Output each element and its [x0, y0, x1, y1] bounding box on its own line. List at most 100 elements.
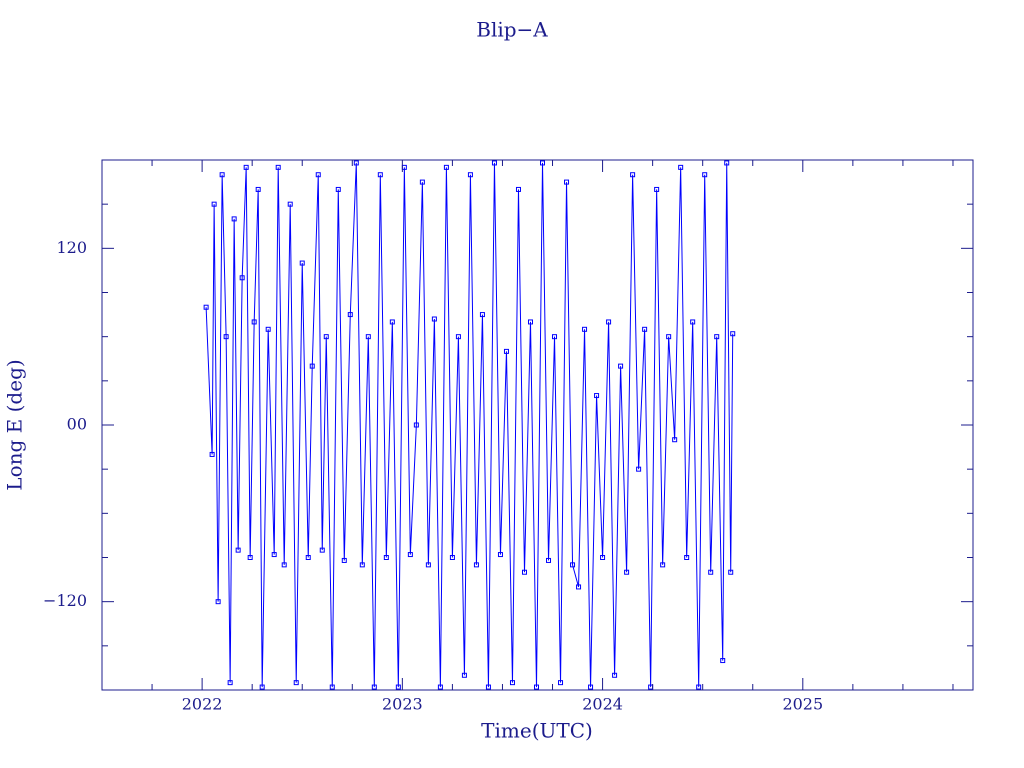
data-point	[315, 172, 321, 178]
data-point	[353, 160, 359, 166]
data-point	[491, 160, 497, 166]
data-point	[455, 334, 461, 340]
data-point	[389, 319, 395, 325]
data-point	[730, 331, 736, 337]
data-point	[485, 684, 491, 690]
data-point	[293, 680, 299, 686]
data-point	[660, 562, 666, 568]
data-point	[419, 179, 425, 185]
data-point	[395, 684, 401, 690]
data-point	[696, 684, 702, 690]
data-point	[437, 684, 443, 690]
data-point	[443, 164, 449, 170]
data-point	[329, 684, 335, 690]
x-tick-label: 2023	[382, 695, 423, 714]
data-point	[223, 334, 229, 340]
data-point	[552, 334, 558, 340]
data-point	[678, 164, 684, 170]
data-point	[570, 562, 576, 568]
data-point	[654, 186, 660, 192]
data-point	[612, 672, 618, 678]
data-point	[708, 569, 714, 575]
data-point	[588, 684, 594, 690]
data-point	[684, 555, 690, 560]
data-point	[371, 684, 377, 690]
data-point	[576, 584, 582, 590]
data-point	[503, 348, 509, 354]
data-point	[227, 680, 233, 686]
data-line	[205, 162, 734, 688]
data-point	[515, 186, 521, 192]
data-point	[527, 319, 533, 325]
data-point	[479, 312, 485, 318]
data-point	[594, 393, 600, 399]
data-point	[702, 172, 708, 178]
data-point	[672, 437, 678, 443]
data-point	[231, 216, 237, 222]
data-point	[666, 334, 672, 340]
data-point	[341, 557, 347, 563]
data-point	[235, 547, 241, 553]
x-tick-label: 2025	[782, 695, 823, 714]
data-point	[247, 555, 253, 560]
data-point	[473, 562, 479, 568]
data-point	[251, 319, 257, 325]
data-point	[243, 164, 249, 170]
data-point	[533, 684, 539, 690]
data-point	[558, 680, 564, 686]
data-point	[413, 422, 419, 428]
data-point	[724, 160, 730, 166]
data-point	[690, 319, 696, 325]
data-point	[365, 334, 371, 340]
data-point	[497, 552, 503, 558]
data-point	[359, 562, 365, 568]
data-point	[582, 326, 588, 332]
data-point	[425, 562, 431, 568]
data-point	[305, 555, 311, 560]
data-point	[281, 562, 287, 568]
data-point	[720, 658, 726, 664]
y-tick-label: −120	[43, 591, 87, 610]
data-point	[540, 160, 546, 166]
data-point	[377, 172, 383, 178]
y-axis-label: Long E (deg)	[3, 359, 27, 490]
data-point	[275, 164, 281, 170]
data-point	[600, 555, 606, 560]
chart-title: Blip−A	[476, 18, 548, 42]
data-point	[209, 451, 215, 457]
data-point	[521, 569, 527, 575]
data-point	[299, 260, 305, 266]
data-point	[203, 304, 209, 310]
data-point	[347, 312, 353, 318]
data-point	[564, 179, 570, 185]
data-point	[287, 201, 293, 207]
data-point	[449, 555, 455, 560]
data-point	[215, 599, 221, 605]
data-point	[323, 334, 329, 340]
data-point	[509, 680, 515, 686]
data-point	[255, 186, 261, 192]
data-point	[606, 319, 612, 325]
data-point	[407, 552, 413, 558]
data-point	[259, 684, 265, 690]
data-point	[271, 552, 277, 558]
data-point	[714, 334, 720, 340]
data-point	[546, 557, 552, 563]
data-point	[431, 316, 437, 322]
data-point	[211, 201, 217, 207]
x-tick-label: 2022	[182, 695, 223, 714]
data-point	[383, 555, 389, 560]
data-point	[335, 186, 341, 192]
data-point	[219, 172, 225, 178]
data-point	[728, 569, 734, 575]
data-point	[239, 275, 245, 281]
data-point	[636, 466, 642, 472]
data-point	[265, 326, 271, 332]
x-axis-label: Time(UTC)	[481, 719, 593, 743]
data-point	[309, 363, 315, 369]
data-point	[618, 363, 624, 369]
data-point	[467, 172, 473, 178]
data-point	[642, 326, 648, 332]
data-point	[630, 172, 636, 178]
